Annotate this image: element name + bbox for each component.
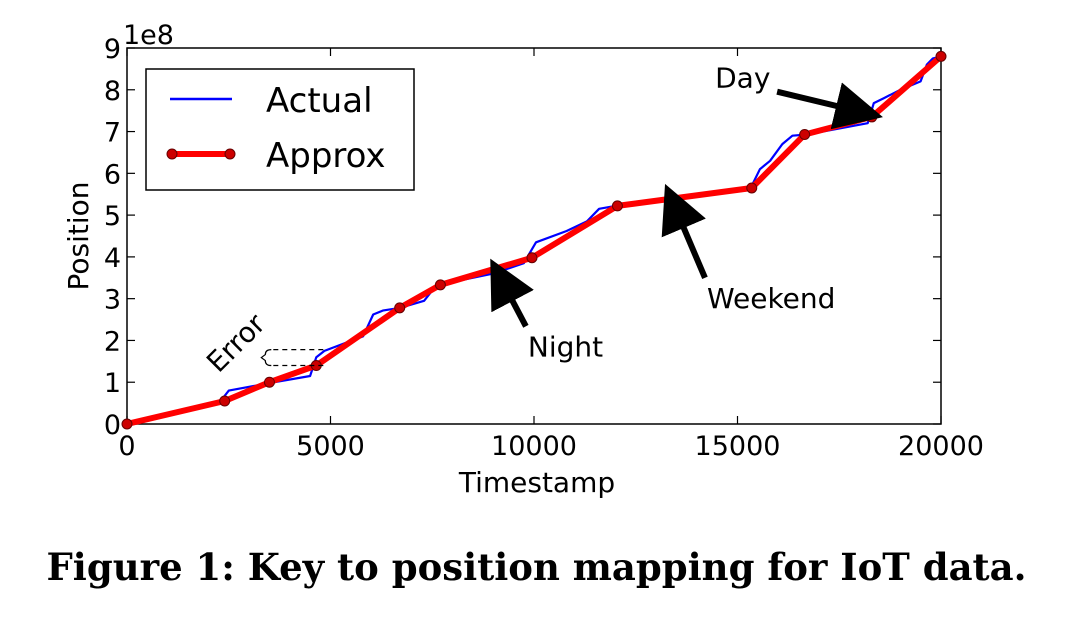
x-axis-label: Timestamp bbox=[458, 466, 615, 499]
approx-point bbox=[121, 418, 133, 430]
y-tick-label: 7 bbox=[104, 118, 121, 149]
x-tick-label: 20000 bbox=[898, 431, 984, 462]
approx-point bbox=[935, 50, 947, 62]
y-tick-label: 2 bbox=[104, 326, 121, 357]
annotation-error: Error bbox=[200, 307, 272, 379]
annotation-arrow-night bbox=[490, 258, 534, 328]
approx-point bbox=[263, 376, 275, 388]
chart: 0 5000 10000 15000 20000 0 1 2 3 4 5 6 7 8 9 1e8 Time… bbox=[62, 20, 984, 499]
x-tick-label: 0 bbox=[118, 431, 135, 462]
approx-point bbox=[394, 302, 406, 314]
x-tick-label: 5000 bbox=[296, 431, 365, 462]
approx-point bbox=[799, 128, 811, 140]
legend-box bbox=[145, 68, 415, 191]
approx-point bbox=[219, 395, 231, 407]
x-tick-label: 15000 bbox=[695, 431, 781, 462]
x-tick-label: 10000 bbox=[491, 431, 577, 462]
series-line-approx bbox=[124, 53, 944, 427]
annotation-day: Day bbox=[715, 62, 770, 95]
y-axis: 0 1 2 3 4 5 6 7 8 9 bbox=[104, 34, 941, 441]
legend-marker-approx-right bbox=[224, 148, 236, 160]
approx-point bbox=[746, 182, 758, 194]
x-axis: 0 5000 10000 15000 20000 bbox=[118, 48, 984, 462]
legend-label-actual: Actual bbox=[266, 81, 373, 121]
annotation-arrow-day bbox=[776, 82, 883, 130]
legend: Actual Approx bbox=[145, 68, 415, 191]
legend-marker-approx-left bbox=[166, 148, 178, 160]
y-tick-label: 9 bbox=[104, 34, 121, 65]
y-multiplier-label: 1e8 bbox=[123, 20, 174, 51]
annotation-weekend: Weekend bbox=[707, 282, 835, 315]
annotation-night: Night bbox=[528, 330, 603, 363]
approx-point bbox=[866, 111, 878, 123]
approx-point bbox=[526, 252, 538, 264]
figure-caption: Figure 1: Key to position mapping for Io… bbox=[46, 545, 1027, 589]
y-tick-label: 4 bbox=[104, 243, 121, 274]
y-tick-label: 8 bbox=[104, 76, 121, 107]
y-tick-label: 1 bbox=[104, 368, 121, 399]
y-tick-label: 5 bbox=[104, 201, 121, 232]
annotation-arrow-weekend bbox=[661, 183, 708, 280]
y-tick-label: 3 bbox=[104, 285, 121, 316]
legend-label-approx: Approx bbox=[266, 136, 386, 176]
error-brace bbox=[260, 349, 272, 367]
approx-point bbox=[434, 279, 446, 291]
y-tick-label: 6 bbox=[104, 159, 121, 190]
y-axis-label: Position bbox=[62, 181, 95, 290]
approx-point bbox=[611, 200, 623, 212]
y-tick-label: 0 bbox=[104, 410, 121, 441]
